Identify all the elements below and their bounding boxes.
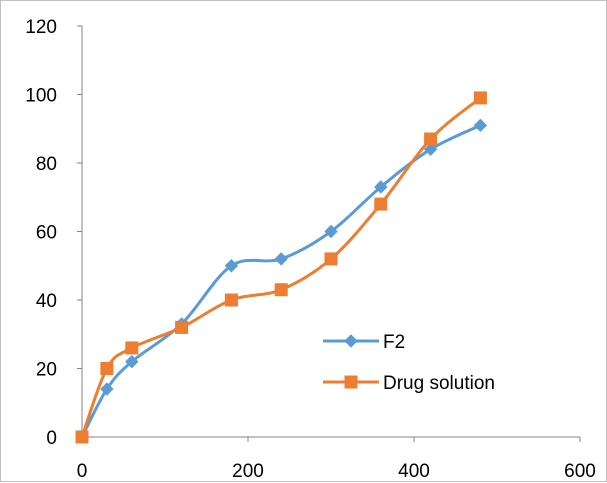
data-point-drug-solution xyxy=(100,362,114,375)
legend-swatch-marker xyxy=(344,375,358,389)
y-tick-label: 120 xyxy=(25,17,57,38)
y-tick-label: 0 xyxy=(46,428,57,449)
legend: F2 Drug solution xyxy=(323,332,495,394)
series-layer xyxy=(75,91,488,444)
series-line-f2 xyxy=(80,123,482,438)
data-point-f2 xyxy=(473,118,488,133)
y-tick-label: 40 xyxy=(36,291,57,312)
y-tick-label: 60 xyxy=(36,223,57,244)
data-point-drug-solution xyxy=(424,132,438,146)
x-tick-label: 0 xyxy=(77,461,88,482)
series-f2 xyxy=(75,118,488,444)
data-point-drug-solution xyxy=(224,293,238,307)
data-point-f2 xyxy=(274,252,288,266)
data-point-f2 xyxy=(374,180,388,194)
data-point-drug-solution xyxy=(274,283,288,297)
y-tick-label: 100 xyxy=(25,86,57,107)
legend-swatch-marker xyxy=(344,334,358,348)
legend-label: F2 xyxy=(383,332,405,353)
data-point-f2 xyxy=(125,354,139,369)
data-point-drug-solution xyxy=(374,197,388,211)
x-tick-label: 400 xyxy=(398,461,430,482)
x-ticks: 0 200 400 600 xyxy=(77,437,596,482)
data-point-f2 xyxy=(224,259,239,273)
data-point-f2 xyxy=(324,224,338,239)
data-point-drug-solution xyxy=(75,430,89,444)
data-point-drug-solution xyxy=(175,320,189,334)
x-tick-label: 600 xyxy=(564,461,596,482)
data-point-drug-solution xyxy=(473,91,487,105)
axes: 0 200 400 600 0 20 40 60 80 100 120 xyxy=(25,17,596,482)
y-tick-label: 80 xyxy=(36,154,57,175)
data-point-f2 xyxy=(100,382,114,396)
data-point-drug-solution xyxy=(125,341,139,355)
y-tick-label: 20 xyxy=(36,360,57,381)
data-point-drug-solution xyxy=(324,252,338,266)
data-point-f2 xyxy=(423,142,438,157)
x-tick-label: 200 xyxy=(232,461,264,482)
legend-label: Drug solution xyxy=(383,373,495,394)
legend-item-f2: F2 xyxy=(323,332,405,353)
legend-item-drug-solution: Drug solution xyxy=(323,373,495,394)
series-line-drug-solution xyxy=(80,96,482,438)
series-drug-solution xyxy=(75,91,487,444)
y-ticks: 0 20 40 60 80 100 120 xyxy=(25,17,82,449)
